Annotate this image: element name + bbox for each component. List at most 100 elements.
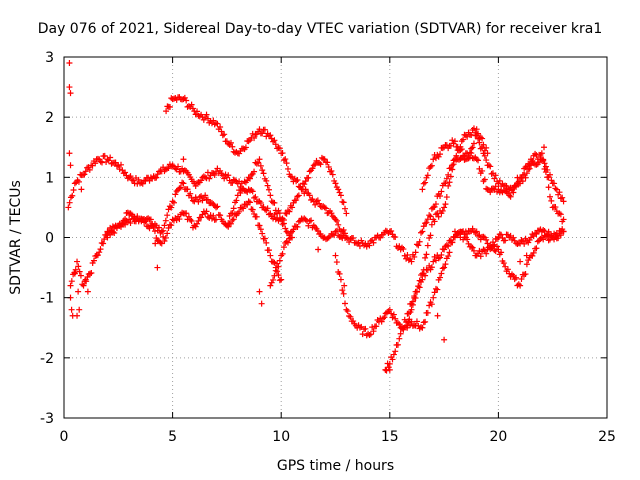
y-tick-label: 1: [45, 170, 54, 186]
data-point: [255, 159, 262, 166]
data-point: [529, 157, 536, 164]
data-point: [477, 236, 484, 243]
data-point: [158, 228, 165, 235]
data-point: [185, 213, 192, 220]
data-point: [181, 94, 188, 101]
data-point: [362, 325, 369, 332]
data-point: [534, 156, 541, 163]
data-point: [227, 139, 234, 146]
data-point: [274, 260, 281, 267]
data-point: [435, 153, 442, 160]
data-point: [328, 210, 335, 217]
data-point: [287, 173, 294, 180]
data-point: [473, 228, 480, 235]
data-point: [130, 215, 137, 222]
data-point: [175, 163, 182, 170]
data-point: [464, 231, 471, 238]
data-point: [475, 232, 482, 239]
data-point: [434, 286, 441, 293]
data-point: [164, 230, 171, 237]
data-point: [523, 170, 530, 177]
data-point: [431, 289, 438, 296]
data-point: [408, 306, 415, 313]
data-point: [468, 243, 475, 250]
data-point: [261, 235, 268, 242]
data-point: [400, 246, 407, 253]
data-point: [240, 145, 247, 152]
data-point: [397, 330, 404, 337]
data-point: [86, 166, 93, 173]
data-point: [419, 186, 426, 193]
x-tick-label: 10: [272, 429, 290, 445]
data-point: [424, 172, 431, 179]
data-point: [337, 276, 344, 283]
data-point: [76, 306, 83, 313]
chart-title: Day 076 of 2021, Sidereal Day-to-day VTE…: [38, 21, 603, 37]
data-point: [517, 258, 524, 265]
data-point: [498, 249, 505, 256]
data-point: [289, 234, 296, 241]
series-sat-track-i: [404, 125, 491, 331]
data-point: [75, 263, 82, 270]
data-point: [492, 172, 499, 179]
data-point: [442, 180, 449, 187]
data-point: [257, 162, 264, 169]
data-point: [154, 171, 161, 178]
data-point: [126, 216, 133, 223]
data-point: [529, 252, 536, 259]
data-point: [66, 150, 73, 157]
data-point: [472, 229, 479, 236]
data-point: [127, 173, 134, 180]
data-point: [184, 186, 191, 193]
data-point: [271, 199, 278, 206]
data-point: [552, 233, 559, 240]
data-point: [314, 227, 321, 234]
data-point: [267, 192, 274, 199]
data-point: [392, 348, 399, 355]
data-point: [460, 136, 467, 143]
data-point: [445, 243, 452, 250]
data-point: [423, 251, 430, 258]
data-point: [293, 178, 300, 185]
data-point: [264, 182, 271, 189]
data-point: [284, 239, 291, 246]
data-point: [413, 241, 420, 248]
data-point: [260, 170, 267, 177]
data-point: [369, 324, 376, 331]
data-point: [430, 294, 437, 301]
data-point: [72, 266, 79, 273]
y-tick-label: -1: [40, 291, 54, 307]
data-point: [470, 140, 477, 147]
data-point: [545, 237, 552, 244]
data-point: [481, 176, 488, 183]
data-point: [124, 209, 131, 216]
data-point: [284, 207, 291, 214]
data-point: [551, 180, 558, 187]
data-point: [97, 158, 104, 165]
data-point: [441, 336, 448, 343]
data-point: [407, 255, 414, 262]
data-point: [229, 210, 236, 217]
data-point: [194, 108, 201, 115]
data-point: [246, 187, 253, 194]
data-point: [383, 367, 390, 374]
data-point: [513, 274, 520, 281]
data-point: [373, 323, 380, 330]
data-point: [293, 197, 300, 204]
data-point: [560, 216, 567, 223]
data-point: [343, 306, 350, 313]
data-point: [381, 314, 388, 321]
data-point: [71, 180, 78, 187]
data-point: [290, 226, 297, 233]
data-point: [532, 150, 539, 157]
y-axis-label: SDTVAR / TECUs: [8, 180, 24, 295]
data-point: [366, 331, 373, 338]
data-point: [523, 261, 530, 268]
data-point: [476, 247, 483, 254]
data-point: [162, 217, 169, 224]
data-point: [147, 216, 154, 223]
data-point: [335, 221, 342, 228]
data-point: [256, 222, 263, 229]
data-point: [108, 160, 115, 167]
